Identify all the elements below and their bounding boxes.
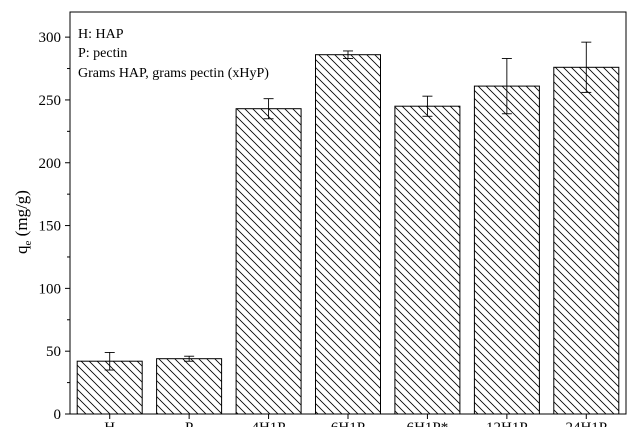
bar-6H1P*	[394, 105, 461, 415]
error-bar-H	[104, 351, 115, 371]
y-axis-label-unit: (mg/g)	[12, 190, 31, 241]
y-axis-label: qe (mg/g)	[12, 190, 34, 254]
y-tick-label-0: 0	[54, 407, 62, 423]
legend-line-1: H: HAP	[78, 27, 124, 42]
x-tick-label-P: P	[185, 420, 193, 427]
error-bar-6H1P	[343, 50, 353, 59]
y-tick-label-50: 50	[46, 344, 61, 360]
y-tick-label-300: 300	[39, 30, 62, 46]
y-axis: 0 50 100 150 200 250 300	[39, 30, 70, 423]
legend: H: HAP P: pectin Grams HAP, grams pectin…	[78, 27, 269, 81]
y-axis-label-subscript: e	[22, 240, 34, 245]
x-tick-label-4H1P: 4H1P	[251, 420, 285, 427]
y-tick-label-250: 250	[39, 93, 62, 109]
error-bar-6H1P*	[422, 95, 433, 117]
y-tick-label-200: 200	[39, 156, 62, 172]
x-tick-label-6H1P: 6H1P	[331, 420, 365, 427]
error-bar-P	[184, 355, 195, 362]
x-tick-label-12H1P: 12H1P	[486, 420, 528, 427]
y-tick-label-100: 100	[39, 281, 62, 297]
y-tick-label-150: 150	[39, 219, 62, 235]
bar-12H1P	[473, 85, 540, 415]
x-axis: H P 4H1P 6H1P 6H1P* 12H1P 24H1P	[104, 414, 607, 427]
bar-4H1P	[235, 108, 302, 415]
legend-line-3: Grams HAP, grams pectin (xHyP)	[78, 66, 269, 81]
bar-6H1P	[315, 54, 381, 415]
bar-24H1P	[553, 66, 620, 415]
error-bar-24H1P	[581, 41, 592, 93]
y-axis-label-q: q	[12, 245, 31, 254]
bars-layer	[76, 54, 620, 415]
x-tick-label-24H1P: 24H1P	[565, 420, 607, 427]
error-bar-4H1P	[263, 98, 274, 120]
error-bars-layer	[104, 41, 592, 371]
x-tick-label-6H1P*: 6H1P*	[407, 420, 449, 427]
error-bar-12H1P	[501, 58, 512, 115]
legend-line-2: P: pectin	[78, 46, 127, 61]
bar-P	[156, 358, 223, 415]
x-tick-label-H: H	[104, 420, 115, 427]
